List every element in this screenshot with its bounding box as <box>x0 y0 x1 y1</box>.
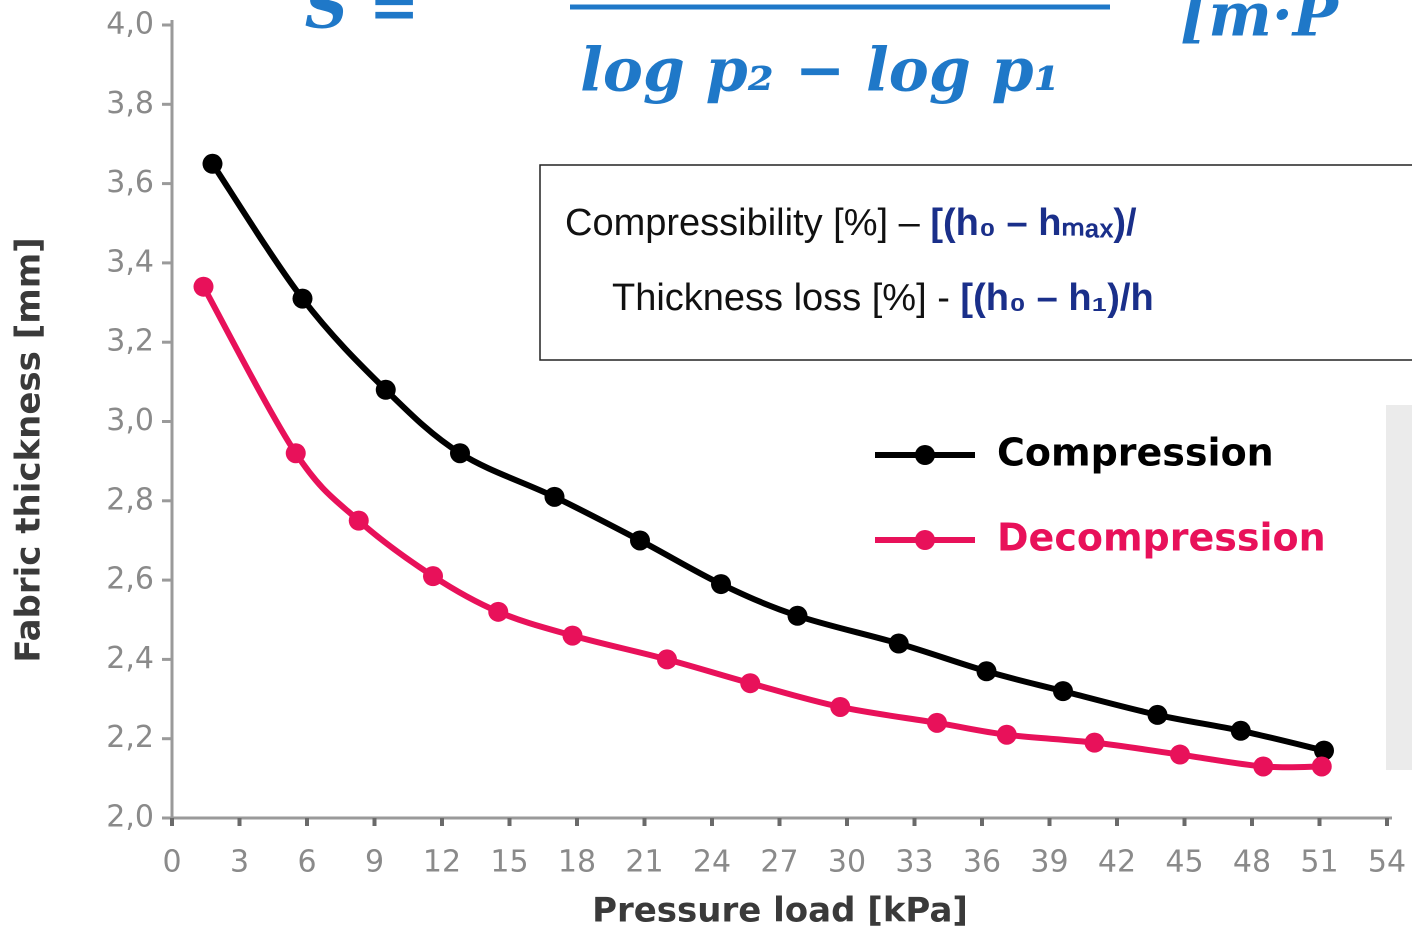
data-point <box>1253 756 1274 777</box>
data-point <box>285 443 306 464</box>
x-tick-label: 42 <box>1098 845 1136 880</box>
data-point <box>488 601 509 622</box>
data-point <box>450 443 470 464</box>
data-point <box>630 530 650 551</box>
x-tick-label: 36 <box>963 845 1001 880</box>
x-tick-label: 12 <box>423 845 461 880</box>
data-point <box>888 633 909 654</box>
formula-denominator: log p₂ − log p₁ <box>580 36 1060 106</box>
data-point <box>193 276 214 297</box>
data-point <box>1170 744 1190 765</box>
x-tick-label: 54 <box>1368 845 1406 880</box>
x-tick-label: 45 <box>1165 845 1203 880</box>
x-tick-label: 51 <box>1300 845 1338 880</box>
y-tick-label: 2,0 <box>106 800 154 835</box>
data-point <box>1311 756 1332 777</box>
data-point <box>996 724 1017 745</box>
x-tick-label: 21 <box>625 845 663 880</box>
y-axis-title: Fabric thickness [mm] <box>9 237 49 662</box>
data-point <box>202 153 223 174</box>
data-point <box>830 696 851 717</box>
box-line-2: Thickness loss [%] - [(h₀ – h₁)/h <box>612 277 1154 319</box>
formula-box <box>539 164 1412 361</box>
data-point <box>740 673 761 694</box>
image-fragment <box>1386 405 1412 770</box>
legend-label: Decompression <box>997 516 1326 560</box>
legend-label: Compression <box>997 431 1274 475</box>
x-tick-label: 9 <box>365 845 384 880</box>
x-tick-label: 24 <box>693 845 731 880</box>
y-tick-label: 2,8 <box>106 482 154 517</box>
x-tick-label: 33 <box>895 845 933 880</box>
x-tick-label: 6 <box>297 845 316 880</box>
x-tick-label: 0 <box>162 845 181 880</box>
data-point <box>1314 740 1334 761</box>
x-tick-label: 18 <box>558 845 596 880</box>
data-point <box>375 379 396 400</box>
y-tick-label: 2,4 <box>106 641 154 676</box>
box-text: Compressibility [%] – <box>565 202 930 244</box>
y-tick-label: 2,6 <box>106 562 154 597</box>
data-point <box>976 661 997 682</box>
data-point <box>1084 732 1105 753</box>
x-axis-title: Pressure load [kPa] <box>592 891 968 931</box>
data-point <box>657 649 677 670</box>
y-tick-label: 3,2 <box>106 324 154 359</box>
legend-marker <box>915 530 935 550</box>
y-tick-label: 3,0 <box>106 403 154 438</box>
y-tick-label: 3,8 <box>106 86 154 121</box>
data-point <box>348 510 369 531</box>
formula-lhs: S = <box>305 0 420 43</box>
x-tick-label: 3 <box>230 845 249 880</box>
y-tick-label: 4,0 <box>106 7 154 42</box>
data-point <box>927 712 947 733</box>
legend-marker <box>915 445 935 465</box>
x-tick-label: 39 <box>1030 845 1068 880</box>
data-point <box>423 566 443 587</box>
y-tick-label: 3,4 <box>106 244 154 279</box>
box-formula: [(h₀ – hₘₐₓ)/ <box>930 202 1137 244</box>
data-point <box>711 574 731 595</box>
x-tick-label: 27 <box>760 845 798 880</box>
x-tick-label: 15 <box>490 845 528 880</box>
data-point <box>544 486 565 507</box>
box-text: Thickness loss [%] - <box>612 277 960 319</box>
data-point <box>787 605 808 626</box>
box-formula: [(h₀ – h₁)/h <box>960 277 1153 319</box>
x-tick-label: 48 <box>1233 845 1271 880</box>
data-point <box>1147 704 1168 725</box>
y-tick-label: 3,6 <box>106 165 154 200</box>
data-point <box>292 288 313 309</box>
data-point <box>1053 681 1073 702</box>
data-point <box>562 625 583 646</box>
box-line-1: Compressibility [%] – [(h₀ – hₘₐₓ)/ <box>565 202 1137 244</box>
data-point <box>1230 720 1251 741</box>
y-tick-label: 2,2 <box>106 720 154 755</box>
x-tick-label: 30 <box>828 845 866 880</box>
formula-unit: [m·P <box>1180 0 1340 51</box>
